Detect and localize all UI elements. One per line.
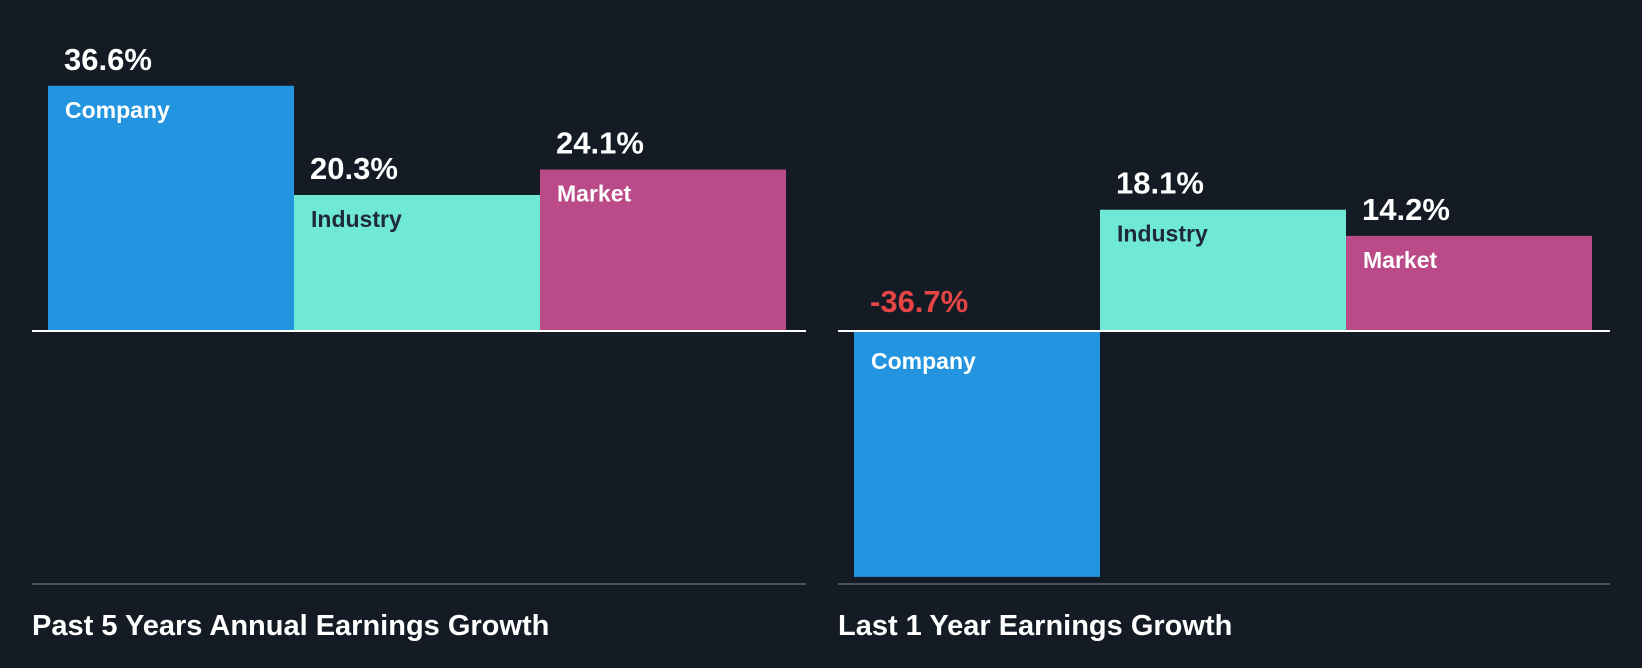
category-label-market: Market: [1363, 247, 1437, 273]
value-label-company: 36.6%: [64, 42, 152, 77]
bar-market: [540, 169, 786, 331]
panel-title: Past 5 Years Annual Earnings Growth: [32, 610, 549, 642]
panel-title: Last 1 Year Earnings Growth: [838, 610, 1232, 642]
category-label-industry: Industry: [311, 206, 402, 232]
value-label-industry: 18.1%: [1116, 166, 1204, 201]
category-label-company: Company: [65, 97, 170, 123]
bar-company: [48, 85, 294, 331]
bar-industry: [1100, 209, 1346, 331]
bar-market: [1346, 235, 1592, 331]
value-label-market: 14.2%: [1362, 192, 1450, 227]
bar-company: [854, 331, 1100, 577]
value-label-company: -36.7%: [870, 284, 968, 319]
category-label-market: Market: [557, 181, 631, 207]
category-label-industry: Industry: [1117, 221, 1208, 247]
category-label-company: Company: [871, 348, 976, 374]
panel-past-5-years: Company 36.6% Industry 20.3% Market 24.1% Past…: [32, 42, 806, 642]
value-label-market: 24.1%: [556, 126, 644, 161]
panel-last-1-year: Company -36.7% Industry 18.1% Market 14.2% Las…: [838, 166, 1610, 642]
bar-industry: [294, 194, 540, 331]
value-label-industry: 20.3%: [310, 151, 398, 186]
